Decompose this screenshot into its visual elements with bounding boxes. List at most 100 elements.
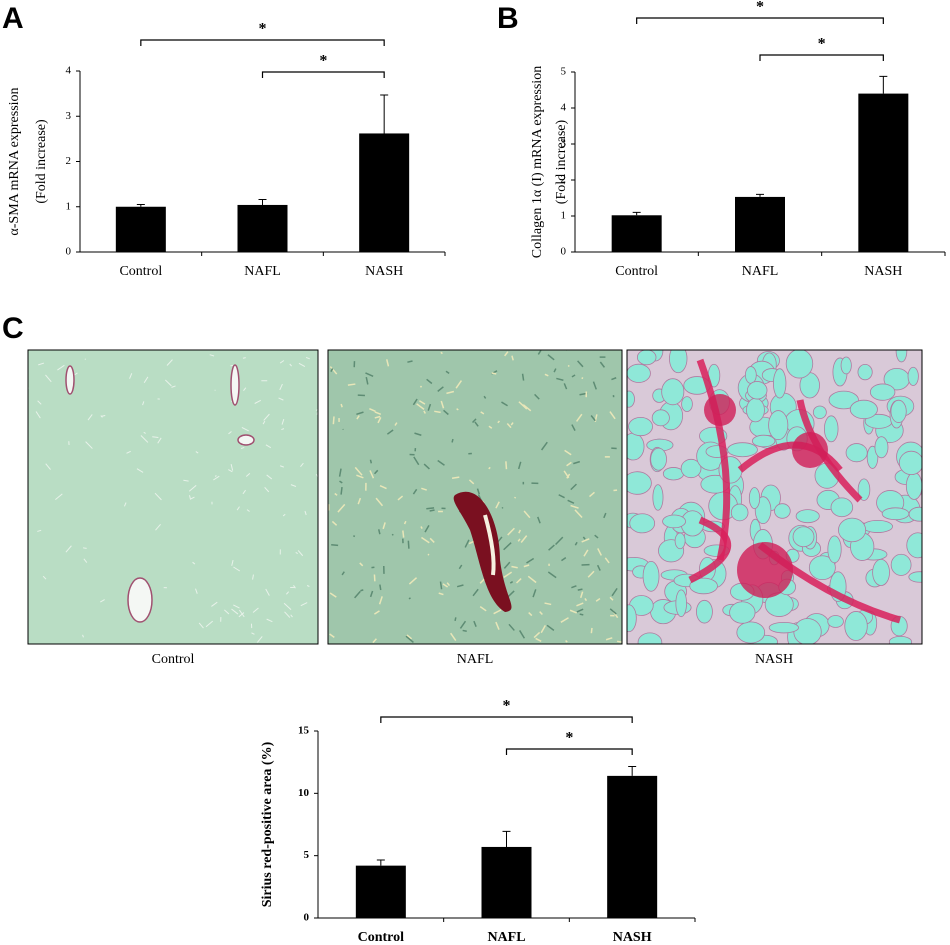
- texture: [556, 377, 564, 381]
- texture: [266, 618, 273, 623]
- fat-droplet: [642, 560, 660, 592]
- texture: [190, 496, 195, 500]
- fat-droplet: [729, 601, 756, 624]
- vessel: [127, 577, 153, 623]
- y-tick-label: 0: [66, 246, 72, 258]
- texture: [566, 461, 572, 467]
- y-tick-label: 4: [66, 65, 72, 77]
- texture: [374, 415, 381, 419]
- texture: [589, 491, 595, 498]
- texture: [459, 620, 467, 629]
- texture: [353, 535, 356, 538]
- fat-droplet: [808, 555, 836, 581]
- significance-label: *: [259, 21, 267, 38]
- texture: [479, 605, 487, 612]
- x-tick-label: Control: [119, 264, 162, 279]
- fat-droplet: [840, 356, 852, 375]
- texture: [242, 357, 246, 359]
- texture: [553, 368, 557, 373]
- fat-droplet: [680, 458, 702, 479]
- texture: [497, 420, 501, 424]
- texture: [604, 557, 610, 564]
- texture: [474, 421, 479, 427]
- fat-droplet: [696, 599, 713, 624]
- texture: [240, 446, 245, 449]
- texture: [507, 527, 515, 536]
- fat-droplet: [795, 509, 820, 524]
- texture: [427, 553, 430, 556]
- error-bar: [628, 766, 637, 776]
- texture: [340, 486, 343, 495]
- texture: [365, 372, 374, 378]
- texture: [286, 591, 290, 595]
- texture: [155, 523, 161, 531]
- fat-droplet: [898, 450, 922, 476]
- texture: [571, 424, 576, 431]
- texture: [451, 438, 454, 443]
- image-frame: [27, 349, 319, 645]
- texture: [426, 378, 433, 385]
- texture: [300, 462, 304, 467]
- bar: [858, 93, 909, 252]
- fat-droplet: [748, 487, 761, 510]
- texture: [590, 627, 593, 634]
- texture: [581, 538, 590, 543]
- texture: [521, 373, 525, 381]
- error-bar: [502, 830, 511, 847]
- texture: [532, 589, 537, 598]
- texture: [560, 617, 569, 623]
- texture: [611, 377, 617, 381]
- texture: [252, 607, 259, 613]
- fat-droplet: [907, 366, 919, 386]
- texture: [331, 520, 338, 526]
- texture: [365, 376, 369, 385]
- significance-bracket: [636, 17, 884, 24]
- fat-droplet: [636, 350, 657, 366]
- texture: [42, 575, 47, 580]
- texture: [577, 588, 583, 591]
- texture: [55, 493, 63, 501]
- texture: [37, 400, 42, 405]
- texture: [577, 360, 584, 368]
- texture: [567, 364, 570, 367]
- texture: [254, 399, 262, 404]
- y-axis-label: Sirius red-positive area (%): [260, 741, 275, 907]
- texture: [523, 510, 531, 519]
- bar-chart: 0 5 10 15 Control NAFL NASH Sirius red-positive…: [260, 698, 696, 945]
- texture: [373, 469, 379, 475]
- texture: [454, 617, 457, 622]
- texture: [231, 608, 239, 615]
- texture: [192, 561, 196, 565]
- fat-droplet: [845, 443, 868, 463]
- texture: [164, 379, 172, 387]
- fat-droplet: [746, 397, 765, 423]
- fat-droplet: [849, 399, 878, 419]
- fat-droplet: [689, 577, 718, 595]
- texture: [215, 474, 217, 477]
- texture: [456, 584, 464, 588]
- texture: [256, 636, 263, 643]
- texture: [37, 529, 42, 532]
- texture: [205, 620, 214, 628]
- fat-droplet: [675, 589, 687, 618]
- texture: [609, 608, 617, 615]
- texture: [576, 608, 584, 613]
- histology-image: [28, 350, 318, 644]
- texture: [544, 602, 552, 606]
- texture: [440, 351, 443, 355]
- texture: [546, 624, 555, 631]
- texture: [446, 582, 451, 587]
- texture: [377, 417, 382, 424]
- fat-droplet: [727, 442, 758, 458]
- fat-droplet: [895, 350, 908, 363]
- texture: [391, 533, 394, 536]
- texture: [573, 460, 581, 465]
- texture: [570, 483, 577, 491]
- texture: [293, 584, 296, 589]
- significance-label: *: [503, 698, 511, 715]
- texture: [265, 444, 272, 449]
- texture: [300, 602, 308, 607]
- texture: [594, 534, 599, 539]
- bar-chart: 0 1 2 3 4 Control NAFL NASH α-SMA mRNA expressio…: [7, 21, 446, 279]
- fat-droplet: [905, 472, 922, 500]
